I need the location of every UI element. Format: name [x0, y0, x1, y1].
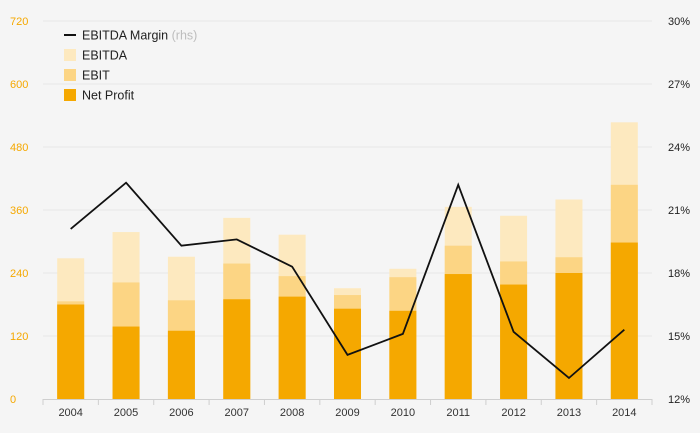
net-profit-bar	[389, 310, 417, 399]
net-profit-bar	[555, 273, 583, 399]
net-profit-bar	[278, 296, 306, 399]
legend-swatch-box	[64, 89, 76, 101]
right-axis-tick-label: 18%	[668, 268, 690, 280]
x-axis-tick-label: 2008	[280, 407, 304, 419]
axes: 0 120 240 360 480 600 720 12% 15% 18% 21% 24% 27% 30%…	[10, 16, 690, 419]
legend-swatch-box	[64, 49, 76, 61]
margin-line	[70, 181, 625, 380]
x-axis-tick-label: 2005	[114, 407, 138, 419]
ebitda-margin-line	[70, 181, 625, 380]
right-axis-tick-label: 24%	[668, 142, 690, 154]
right-axis-tick-label: 30%	[668, 16, 690, 28]
legend-label-suffix: (rhs)	[168, 29, 197, 43]
right-axis-tick-label: 27%	[668, 79, 690, 91]
net-profit-bar	[610, 242, 638, 399]
legend-label: Net Profit	[82, 89, 135, 103]
legend: EBITDA Margin (rhs) EBITDA EBIT Net Profit	[64, 29, 197, 103]
x-axis-tick-label: 2009	[335, 407, 359, 419]
x-axis-tick-label: 2012	[501, 407, 525, 419]
left-axis-tick-label: 360	[10, 205, 28, 217]
legend-label: EBITDA	[82, 49, 128, 63]
net-profit-bar	[112, 326, 140, 399]
net-profit-bar	[57, 304, 85, 399]
legend-swatch-box	[64, 69, 76, 81]
net-profit-bar	[500, 284, 528, 399]
gridlines	[43, 20, 652, 337]
x-axis-tick-label: 2013	[557, 407, 581, 419]
net-profit-bar	[444, 274, 472, 399]
net-profit-bar	[223, 299, 251, 399]
x-axis-tick-label: 2010	[391, 407, 415, 419]
left-axis-tick-label: 480	[10, 142, 28, 154]
legend-label: EBIT	[82, 69, 110, 83]
x-axis-tick-label: 2011	[446, 407, 470, 419]
right-axis-tick-label: 15%	[668, 331, 690, 343]
right-axis-tick-label: 21%	[668, 205, 690, 217]
left-axis-tick-label: 720	[10, 16, 28, 28]
x-axis-tick-label: 2007	[225, 407, 249, 419]
left-axis-tick-label: 240	[10, 268, 28, 280]
x-axis-tick-label: 2004	[58, 407, 82, 419]
left-axis-tick-label: 0	[10, 394, 16, 406]
right-axis-tick-label: 12%	[668, 394, 690, 406]
left-axis-tick-label: 120	[10, 331, 28, 343]
net-profit-bar	[167, 330, 195, 399]
bars	[57, 122, 638, 399]
x-axis-tick-label: 2006	[169, 407, 193, 419]
left-axis-tick-label: 600	[10, 79, 28, 91]
x-axis-tick-label: 2014	[612, 407, 636, 419]
legend-label: EBITDA Margin (rhs)	[82, 29, 197, 43]
